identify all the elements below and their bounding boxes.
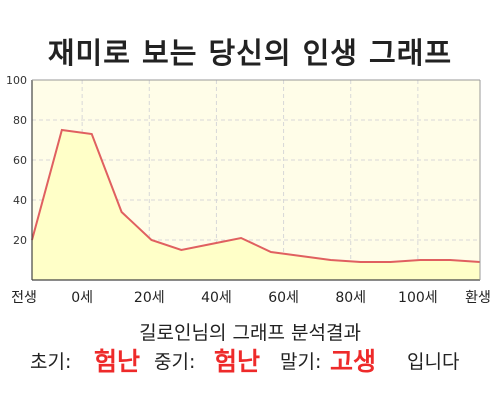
- series-line: [31, 128, 481, 263]
- result-mid: 중기:: [154, 348, 195, 376]
- result-mid-value-wrap: 험난: [214, 348, 260, 378]
- x-tick-label: 40세: [201, 290, 232, 306]
- x-tick-label: 환생: [465, 290, 491, 306]
- late-label: 말기:: [280, 351, 322, 373]
- x-tick-label: 60세: [268, 290, 299, 306]
- early-value: 험난: [94, 347, 141, 376]
- result-late-value-wrap: 고생: [330, 348, 376, 378]
- suffix-text: 입니다: [407, 351, 460, 373]
- x-tick-label: 20세: [134, 290, 165, 306]
- series-area-fill: [32, 130, 480, 280]
- life-graph-chart: 20 40 60 80 100 전생 0세 20세 40세 60세 80세 100세 환생: [6, 74, 491, 306]
- result-early: 초기:: [30, 348, 71, 376]
- x-tick-label: 전생: [11, 290, 37, 306]
- page-title: 재미로 보는 당신의 인생 그래프: [47, 36, 453, 70]
- x-tick-label: 80세: [335, 290, 366, 306]
- result-late: 말기:: [280, 348, 321, 376]
- mid-label: 중기:: [154, 351, 196, 373]
- y-tick-labels: 20 40 60 80 100: [6, 74, 27, 247]
- result-early-value-wrap: 험난: [94, 348, 140, 378]
- late-value: 고생: [330, 347, 377, 376]
- axes: [31, 79, 481, 281]
- y-tick-label: 20: [13, 234, 27, 247]
- x-tick-label: 0세: [71, 290, 93, 306]
- mid-value: 험난: [214, 347, 261, 376]
- x-tick-label: 100세: [398, 290, 438, 306]
- y-tick-label: 60: [13, 154, 27, 167]
- analysis-heading: 길로인님의 그래프 분석결과: [139, 322, 361, 344]
- y-tick-label: 80: [13, 114, 27, 127]
- x-tick-labels: 전생 0세 20세 40세 60세 80세 100세 환생: [11, 290, 491, 306]
- y-tick-label: 40: [13, 194, 27, 207]
- y-tick-label: 100: [6, 74, 27, 87]
- result-suffix: 입니다: [407, 348, 459, 376]
- early-label: 초기:: [30, 351, 72, 373]
